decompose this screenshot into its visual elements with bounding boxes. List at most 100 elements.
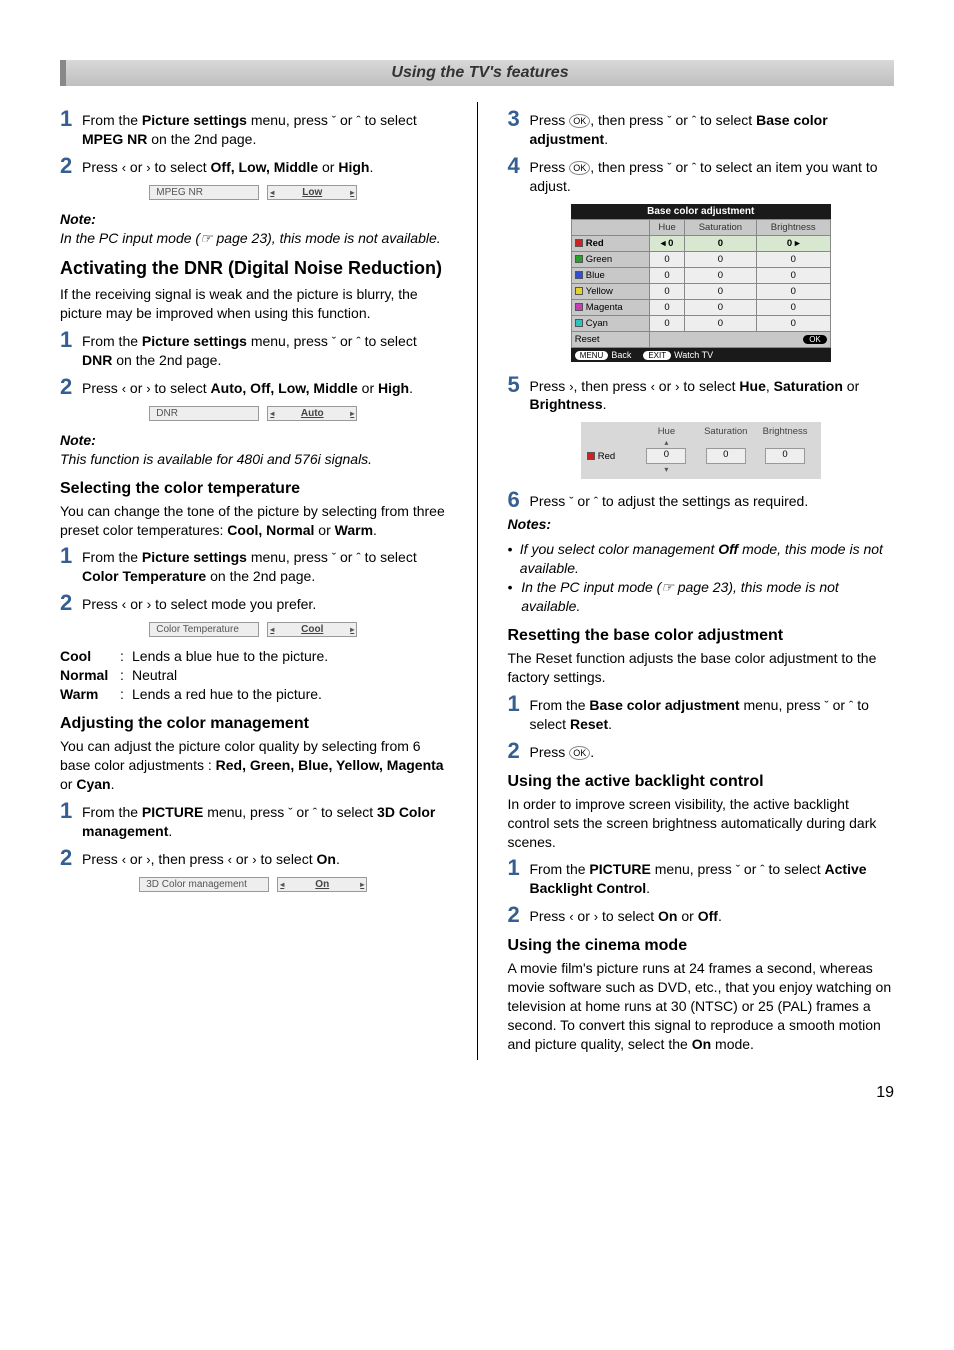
cinema-heading: Using the cinema mode: [508, 936, 895, 955]
color-swatch-icon: [575, 319, 583, 327]
note-text: This function is available for 480i and …: [60, 451, 372, 467]
cm-step-1: 1 From the PICTURE menu, press ˇ or ˆ to…: [60, 800, 447, 841]
section-header: Using the TV's features: [60, 60, 894, 86]
value-cell: 0: [650, 283, 685, 299]
text: on the 2nd page.: [206, 568, 315, 584]
value-cell: 0: [756, 299, 830, 315]
definition: Neutral: [132, 666, 177, 685]
table-title: Base color adjustment: [571, 204, 831, 219]
text: .: [111, 776, 115, 792]
text: Press: [530, 159, 570, 175]
definition: Lends a blue hue to the picture.: [132, 647, 328, 666]
value-cell: 0: [756, 267, 830, 283]
footer-text: Back: [611, 350, 631, 360]
dnr-setting-row: DNR ◂ Auto ▸: [60, 406, 447, 421]
text: Press: [82, 159, 122, 175]
text: to select: [317, 804, 377, 820]
row-name-cell: Red: [571, 235, 649, 251]
note-label: Note:: [60, 432, 96, 448]
value-cell: 0 ▸: [756, 235, 830, 251]
text: or: [318, 159, 338, 175]
abl-step-1: 1 From the PICTURE menu, press ˇ or ˆ to…: [508, 857, 895, 898]
value-cell: 0: [685, 283, 757, 299]
text: or: [314, 522, 334, 538]
text: menu, press: [740, 697, 825, 713]
setting-label: DNR: [149, 406, 259, 421]
text: or: [574, 908, 594, 924]
value-cell: 0: [650, 267, 685, 283]
ct-definitions: Cool:Lends a blue hue to the picture. No…: [60, 647, 447, 704]
menu-name: Base color adjustment: [589, 697, 739, 713]
table-row: Magenta000: [571, 299, 830, 315]
text: or: [358, 380, 378, 396]
ct-intro: You can change the tone of the picture b…: [60, 502, 447, 540]
bca-step-3: 3 Press OK, then press ˇ or ˆ to select …: [508, 108, 895, 149]
setting-label: MPEG NR: [149, 185, 259, 200]
text: or: [232, 851, 252, 867]
mpeg-setting-row: MPEG NR ◂ Low ▸: [60, 185, 447, 200]
term: Warm: [60, 685, 120, 704]
page-number: 19: [60, 1084, 894, 1102]
mpeg-step-2: 2 Press ‹ or › to select Off, Low, Middl…: [60, 155, 447, 177]
value-text: On: [315, 879, 329, 890]
ct-heading: Selecting the color temperature: [60, 479, 447, 498]
step-number: 1: [508, 693, 530, 734]
term: Cool: [60, 647, 120, 666]
text: , then press: [151, 851, 228, 867]
step-number: 1: [508, 857, 530, 898]
text: or: [829, 697, 849, 713]
left-triangle-icon: ◂: [270, 625, 274, 634]
text: or: [126, 851, 146, 867]
th: Saturation: [685, 219, 757, 235]
text: menu, press: [247, 549, 332, 565]
reset-intro: The Reset function adjusts the base colo…: [508, 649, 895, 687]
text: Press: [82, 851, 122, 867]
left-column: 1 From the Picture settings menu, press …: [60, 102, 447, 1060]
options: Cool, Normal: [227, 522, 314, 538]
mpeg-note: Note: In the PC input mode (☞ page 23), …: [60, 210, 447, 248]
text: .: [603, 396, 607, 412]
ct-setting-row: Color Temperature ◂ Cool ▸: [60, 622, 447, 637]
text: or: [677, 908, 697, 924]
text: .: [373, 522, 377, 538]
text: menu, press: [247, 333, 332, 349]
menu-name: PICTURE: [142, 804, 203, 820]
value-cell: 0: [756, 315, 830, 331]
value-cell: 0: [756, 251, 830, 267]
dnr-note: Note: This function is available for 480…: [60, 431, 447, 469]
text: Press: [530, 112, 570, 128]
row-name-cell: Cyan: [571, 315, 649, 331]
note-text: If you select color management: [520, 541, 718, 557]
term: Normal: [60, 666, 120, 685]
text: or: [574, 493, 594, 509]
text: .: [604, 131, 608, 147]
value-cell: 0: [650, 251, 685, 267]
step-number: 2: [60, 376, 82, 398]
text: or: [672, 112, 692, 128]
abl-heading: Using the active backlight control: [508, 772, 895, 791]
table-row: Green000: [571, 251, 830, 267]
dnr-step-1: 1 From the Picture settings menu, press …: [60, 329, 447, 370]
step-number: 2: [60, 847, 82, 869]
setting-label: 3D Color management: [139, 877, 269, 892]
row-name: Red: [598, 451, 615, 462]
notes-list: •If you select color management Off mode…: [508, 540, 895, 616]
th: [571, 219, 649, 235]
step-number: 2: [60, 592, 82, 614]
text: , then press: [590, 159, 667, 175]
text: .: [369, 159, 373, 175]
value-cell: 0: [685, 235, 757, 251]
bca-snippet: Hue Saturation Brightness Red ▴0▾ 0 0: [581, 422, 821, 479]
text: to select: [361, 549, 417, 565]
option: Off: [698, 908, 718, 924]
colors: Red, Green, Blue, Yellow, Magenta: [216, 757, 444, 773]
text: to select: [361, 112, 417, 128]
left-triangle-icon: ◂: [280, 880, 284, 889]
value-cell: ◂ 0: [650, 235, 685, 251]
text: to adjust the settings as required.: [598, 493, 808, 509]
ok-icon: OK: [569, 161, 590, 175]
text: to select: [361, 333, 417, 349]
value-cell: 0: [706, 448, 746, 464]
down-triangle-icon: ▾: [664, 465, 668, 474]
note-text: In the PC input mode (☞ page 23), this m…: [60, 230, 441, 246]
